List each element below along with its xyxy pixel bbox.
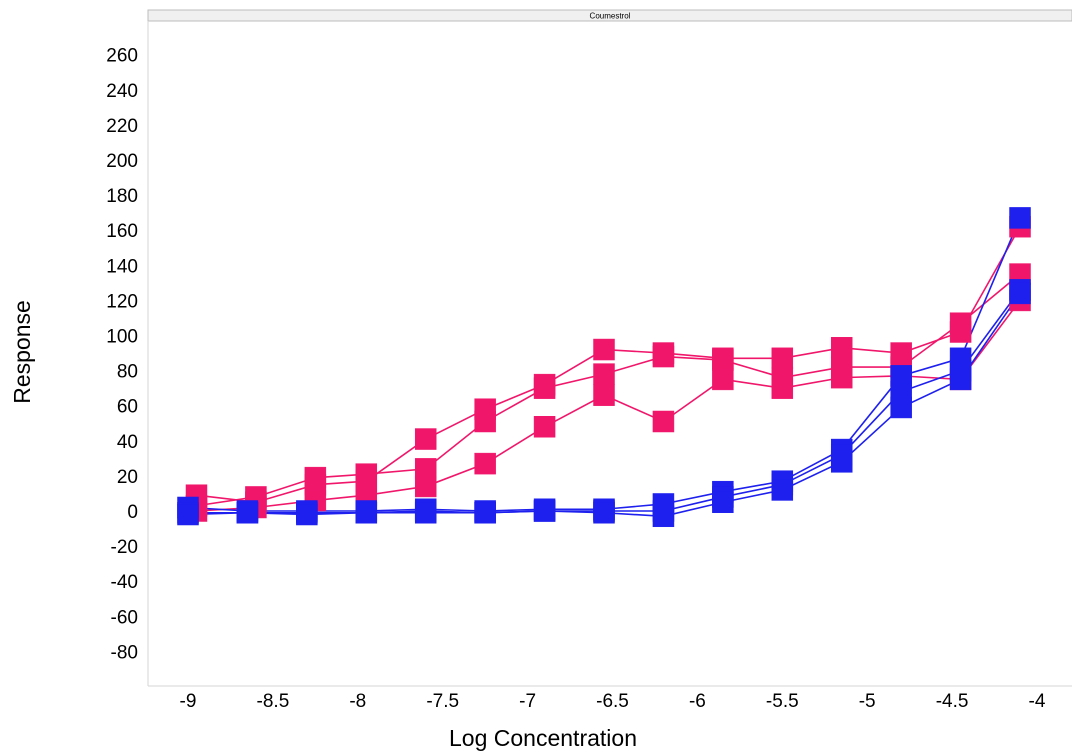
y-tick-label: 100 xyxy=(106,327,138,348)
data-point-marker xyxy=(593,363,615,385)
data-point-marker xyxy=(593,384,615,406)
data-point-marker xyxy=(533,416,556,438)
x-axis-title: Log Concentration xyxy=(449,725,637,751)
x-tick-labels: -9 -8.5 -8 -7.5 -7 -6.5 -6 -5.5 -5 -4.5 -4 xyxy=(180,691,1046,712)
y-tick-label: 80 xyxy=(117,362,138,383)
data-point-marker xyxy=(355,463,378,485)
data-point-marker xyxy=(771,377,794,399)
x-tick-label: -6.5 xyxy=(596,691,629,712)
y-tick-labels: 260240220200180160140120100806040200-20-… xyxy=(106,46,138,664)
data-point-marker xyxy=(949,368,972,391)
x-tick-label: -5 xyxy=(859,691,876,712)
data-point-marker xyxy=(296,503,318,526)
y-tick-label: -80 xyxy=(111,642,138,663)
y-tick-label: 220 xyxy=(106,116,138,137)
x-tick-label: -7.5 xyxy=(426,691,459,712)
data-point-marker xyxy=(712,368,734,391)
y-tick-label: 180 xyxy=(106,186,138,207)
data-point-marker xyxy=(236,502,259,524)
y-tick-label: 120 xyxy=(106,291,138,312)
data-point-marker xyxy=(474,502,496,524)
data-point-marker xyxy=(593,338,615,361)
data-point-marker xyxy=(771,347,794,370)
data-point-marker xyxy=(712,491,734,513)
x-tick-label: -6 xyxy=(689,691,706,712)
data-point-marker xyxy=(830,366,853,389)
data-point-marker xyxy=(1009,282,1031,305)
data-point-marker xyxy=(304,466,327,489)
x-tick-label: -4 xyxy=(1029,691,1046,712)
data-point-marker xyxy=(830,451,853,473)
y-tick-label: 200 xyxy=(106,151,138,172)
y-tick-label: 20 xyxy=(117,467,138,488)
y-tick-label: 40 xyxy=(117,432,138,453)
y-tick-label: 0 xyxy=(127,502,138,523)
series-layer xyxy=(177,207,1031,528)
x-tick-label: -7 xyxy=(519,691,536,712)
y-tick-label: -40 xyxy=(111,572,138,593)
data-point-marker xyxy=(652,410,675,433)
data-point-marker xyxy=(474,452,496,475)
data-point-marker xyxy=(414,475,437,498)
data-point-marker xyxy=(414,502,437,524)
data-point-marker xyxy=(771,479,794,501)
data-point-marker xyxy=(652,345,675,368)
data-point-marker xyxy=(830,337,853,359)
data-point-marker xyxy=(533,500,556,522)
y-tick-label: 160 xyxy=(106,221,138,242)
y-tick-label: 60 xyxy=(117,397,138,418)
x-tick-label: -4.5 xyxy=(936,691,969,712)
data-point-marker xyxy=(890,396,912,419)
data-point-marker xyxy=(414,428,437,450)
y-tick-label: 240 xyxy=(106,81,138,102)
data-point-marker xyxy=(1009,207,1031,229)
data-point-marker xyxy=(177,503,199,526)
x-tick-label: -5.5 xyxy=(766,691,799,712)
y-tick-label: 260 xyxy=(106,46,138,67)
data-point-marker xyxy=(652,505,675,528)
x-tick-label: -8 xyxy=(349,691,366,712)
data-point-marker xyxy=(712,349,734,371)
y-tick-label: -60 xyxy=(111,607,138,628)
x-tick-label: -8.5 xyxy=(257,691,290,712)
data-point-marker xyxy=(474,410,496,433)
y-tick-label: -20 xyxy=(111,537,138,558)
panel-title-strip xyxy=(147,9,1072,22)
y-tick-label: 140 xyxy=(106,256,138,277)
y-axis-title: Response xyxy=(9,300,35,404)
data-point-marker xyxy=(949,312,972,334)
data-point-marker xyxy=(593,502,615,524)
x-tick-label: -9 xyxy=(180,691,197,712)
data-point-marker xyxy=(533,377,556,399)
data-point-marker xyxy=(355,502,378,524)
chart-title: Coumestrol xyxy=(590,12,631,21)
